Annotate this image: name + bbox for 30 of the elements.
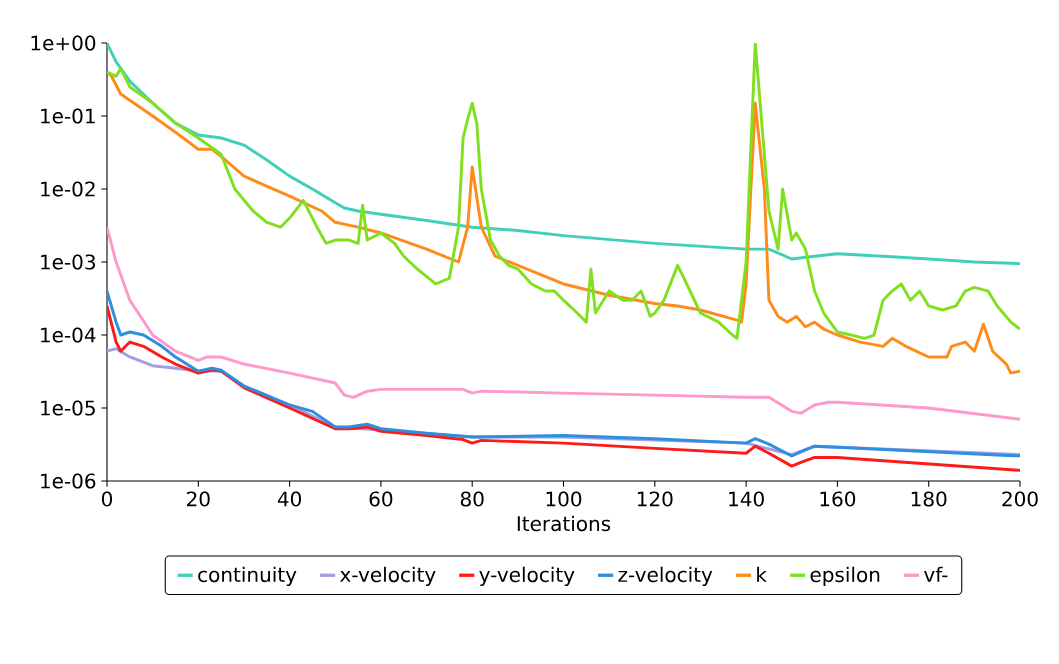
x-tick-label: 100 (546, 491, 582, 507)
legend-label: z-velocity (618, 566, 713, 587)
y-tick-label: 1e+00 (31, 35, 96, 51)
legend-label: k (757, 566, 767, 582)
line-series (107, 43, 1021, 266)
legend-label: x-velocity (340, 566, 436, 587)
legend-label: epsilon (810, 566, 880, 587)
line-series (107, 289, 1021, 458)
x-tick-label: 80 (460, 491, 484, 507)
line-series (107, 304, 1021, 472)
x-tick-label: 160 (820, 491, 856, 507)
x-tick-label: 0 (101, 491, 113, 507)
x-tick-label: 40 (277, 491, 301, 507)
x-tick-label: 60 (369, 491, 393, 507)
x-tick-label: 180 (911, 491, 947, 507)
y-tick-label: 1e-05 (41, 400, 95, 416)
y-tick-label: 1e-03 (41, 254, 95, 270)
x-tick-label: 20 (187, 491, 210, 507)
legend-label: continuity (198, 566, 297, 587)
x-tick-label: 200 (1002, 491, 1038, 507)
legend-label: vf- (924, 566, 948, 582)
x-tick-label: 120 (637, 491, 673, 507)
y-tick-label: 1e-06 (41, 473, 96, 489)
x-tick-label: 140 (729, 491, 764, 507)
x-axis-title: Iterations (517, 515, 611, 532)
line-series (107, 43, 1021, 340)
y-tick-label: 1e-04 (41, 327, 96, 343)
y-tick-label: 1e-01 (41, 108, 95, 124)
y-tick-label: 1e-02 (41, 181, 95, 197)
legend-label: y-velocity (479, 566, 575, 587)
